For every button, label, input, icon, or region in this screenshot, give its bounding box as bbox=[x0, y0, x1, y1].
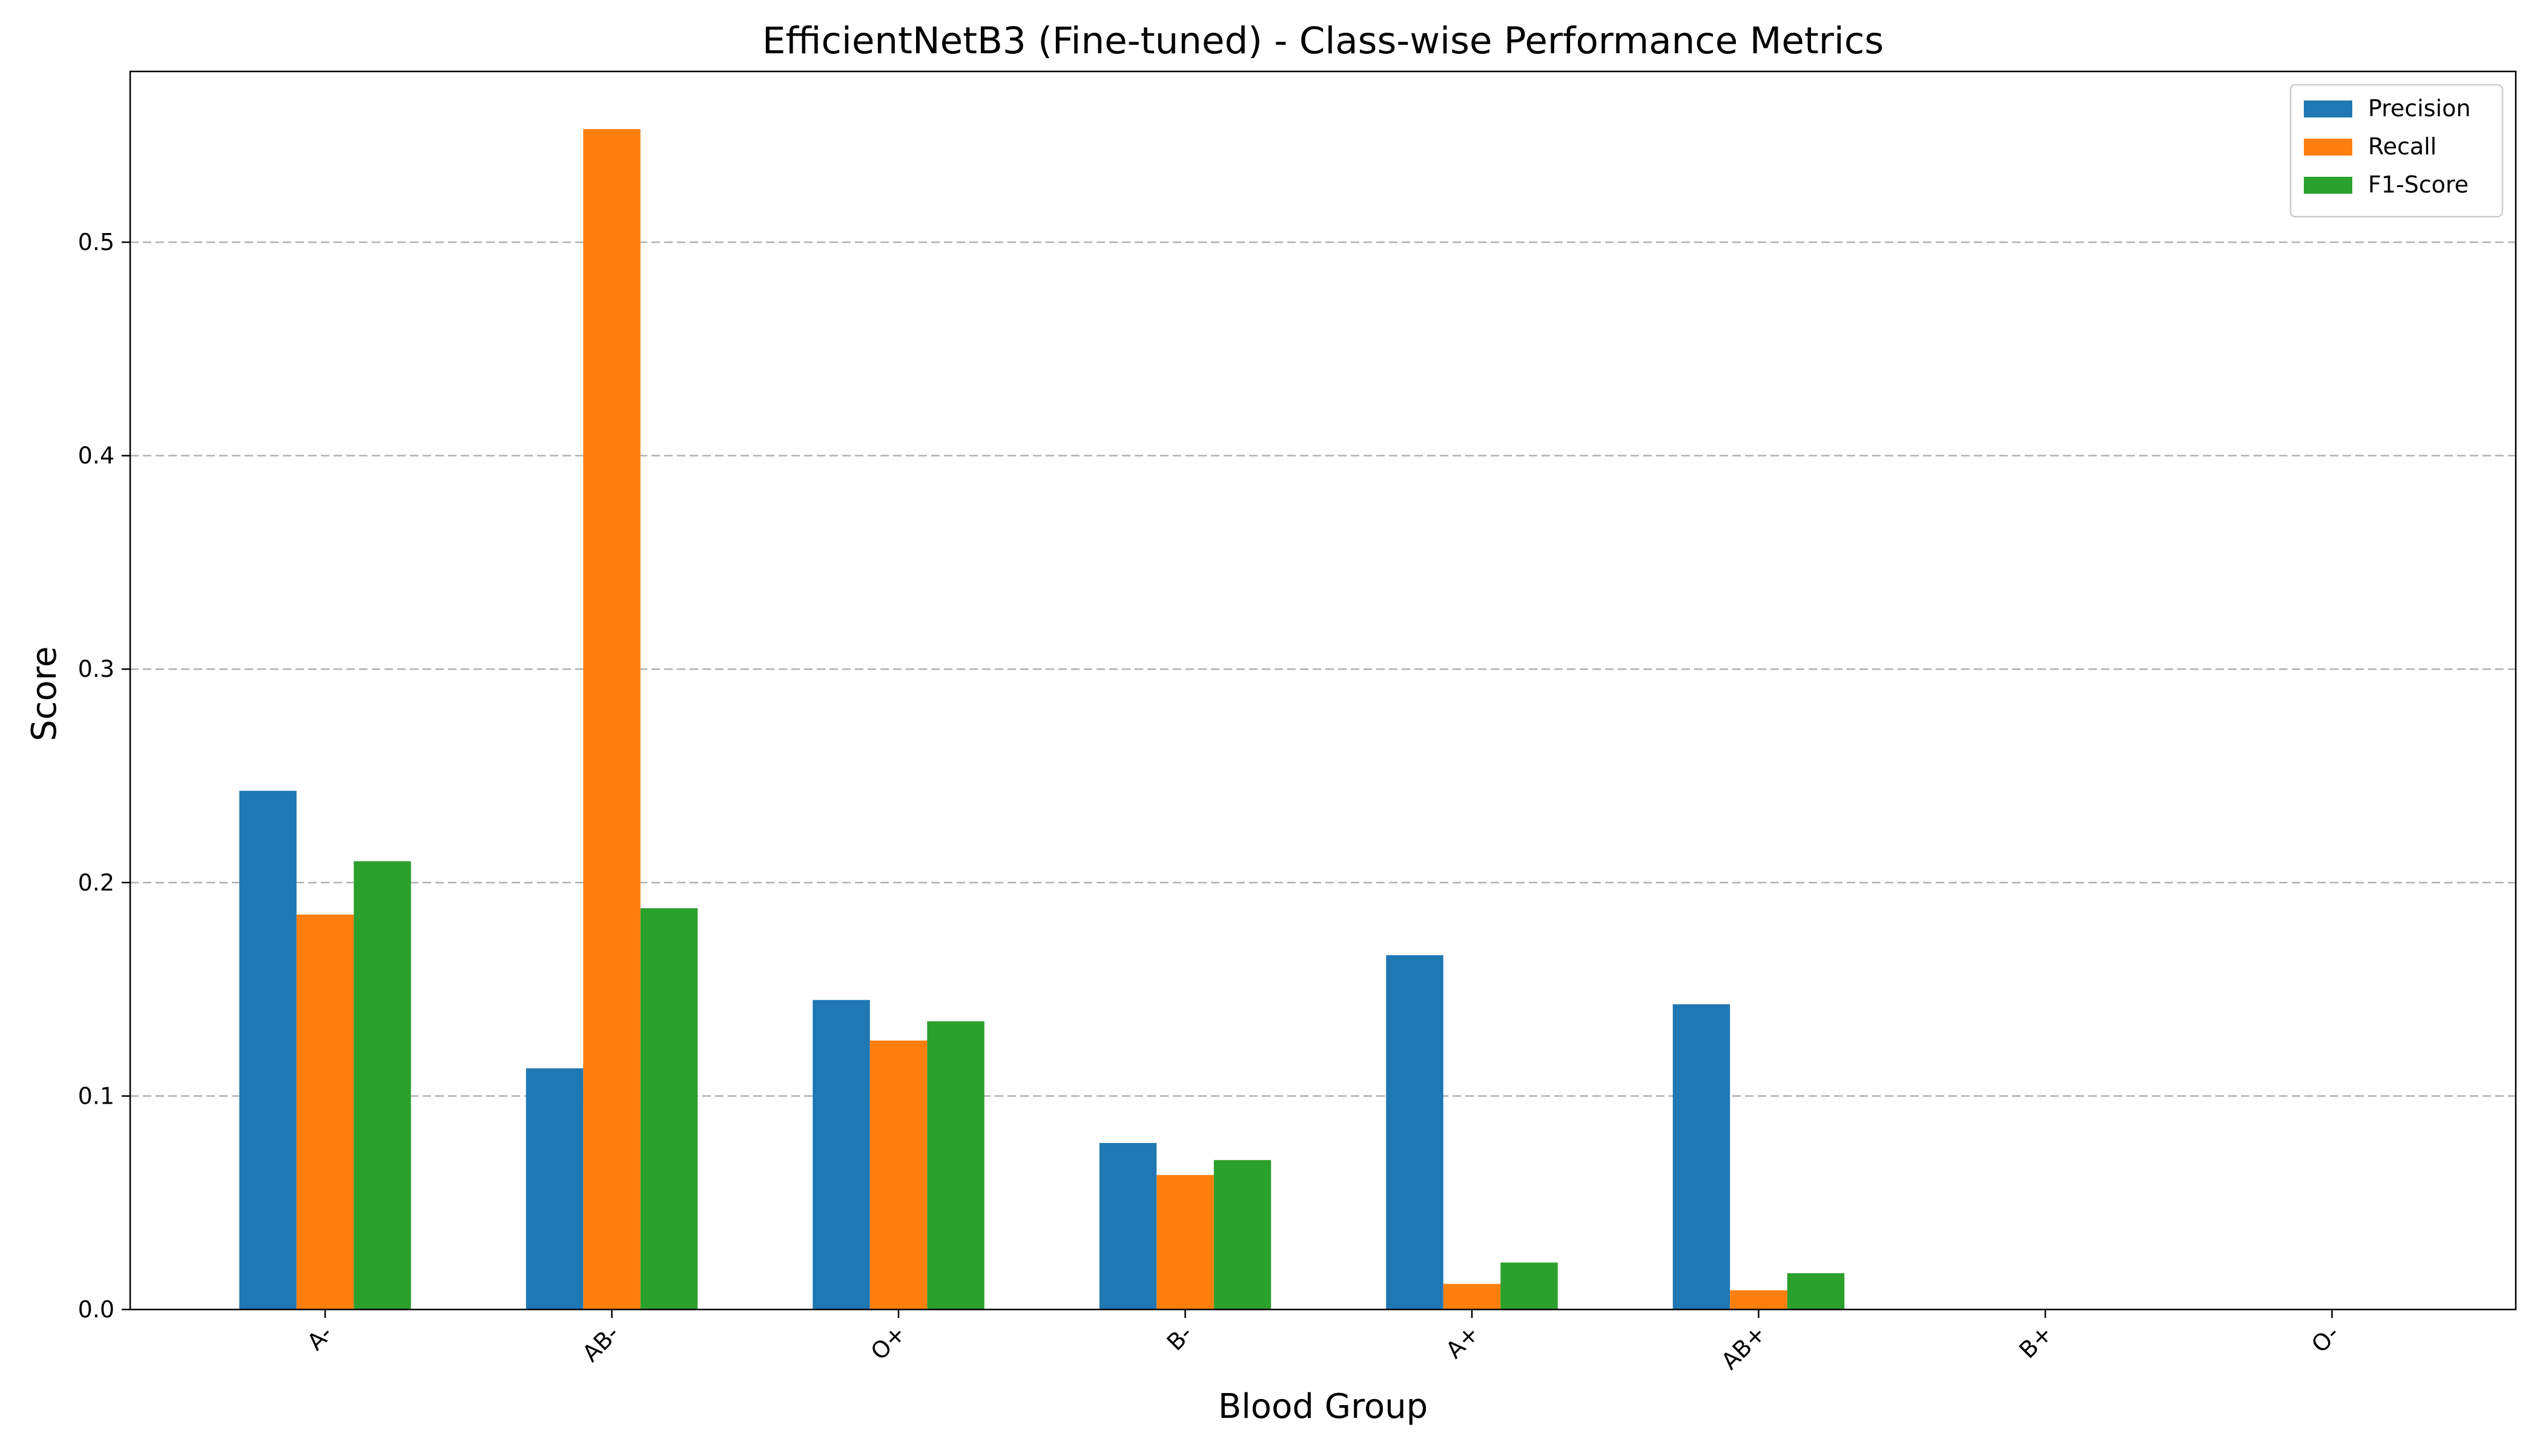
bar-precision-4 bbox=[1386, 955, 1443, 1309]
bars bbox=[239, 129, 1845, 1310]
x-tick-label: AB- bbox=[577, 1320, 624, 1367]
y-tick-label: 0.3 bbox=[78, 656, 114, 682]
x-tick-label: B+ bbox=[2014, 1320, 2057, 1363]
legend-swatch bbox=[2304, 177, 2352, 194]
bar-f1-score-2 bbox=[927, 1021, 985, 1309]
x-axis-label: Blood Group bbox=[1218, 1387, 1428, 1426]
bar-precision-1 bbox=[526, 1068, 584, 1309]
x-tick-label: AB+ bbox=[1716, 1320, 1770, 1374]
bar-f1-score-0 bbox=[354, 861, 411, 1309]
y-tick-label: 0.2 bbox=[78, 869, 114, 896]
bar-f1-score-3 bbox=[1213, 1160, 1272, 1309]
y-tick-label: 0.5 bbox=[78, 229, 114, 255]
bar-precision-2 bbox=[813, 1000, 870, 1309]
y-tick-label: 0.4 bbox=[78, 443, 114, 469]
bar-recall-4 bbox=[1443, 1283, 1501, 1309]
bar-recall-5 bbox=[1730, 1290, 1787, 1309]
legend-label: Recall bbox=[2368, 133, 2436, 160]
bar-recall-0 bbox=[296, 914, 354, 1309]
bar-precision-3 bbox=[1099, 1142, 1157, 1309]
x-tick-label: O- bbox=[2306, 1320, 2344, 1358]
bar-f1-score-5 bbox=[1787, 1273, 1845, 1309]
bar-precision-0 bbox=[239, 791, 297, 1309]
y-tick-label: 0.0 bbox=[78, 1296, 114, 1323]
x-tick-label: A- bbox=[302, 1320, 338, 1356]
grid-lines bbox=[130, 241, 2516, 1097]
bar-recall-3 bbox=[1156, 1174, 1214, 1309]
chart-title: EfficientNetB3 (Fine-tuned) - Class-wise… bbox=[762, 19, 1884, 62]
bar-recall-1 bbox=[583, 129, 641, 1310]
bar-f1-score-4 bbox=[1500, 1262, 1558, 1309]
legend-label: F1-Score bbox=[2368, 171, 2469, 198]
legend-swatch bbox=[2304, 139, 2352, 156]
bar-precision-5 bbox=[1672, 1004, 1730, 1309]
bar-recall-2 bbox=[869, 1040, 928, 1309]
axes bbox=[122, 70, 2517, 1318]
x-tick-label: A+ bbox=[1440, 1320, 1484, 1363]
y-tick-label: 0.1 bbox=[78, 1082, 114, 1109]
legend-swatch bbox=[2304, 100, 2352, 117]
plot-frame bbox=[129, 70, 2517, 1311]
x-tick-label: B- bbox=[1162, 1320, 1198, 1356]
x-tick-label: O+ bbox=[866, 1320, 911, 1365]
y-axis-label: Score bbox=[25, 647, 64, 742]
legend: Precision Recall F1-Score bbox=[2289, 84, 2504, 218]
bar-f1-score-1 bbox=[640, 908, 698, 1309]
legend-label: Precision bbox=[2368, 95, 2471, 122]
